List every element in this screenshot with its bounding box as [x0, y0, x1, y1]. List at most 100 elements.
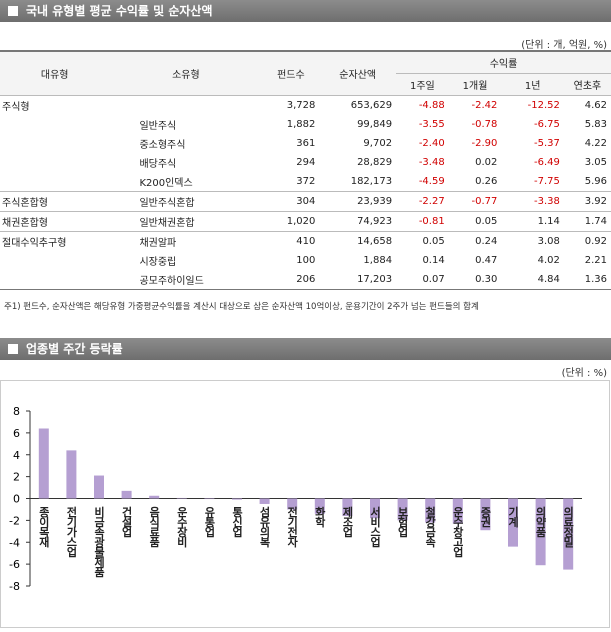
unit-label: (단위 : 개, 억원, %) — [521, 40, 607, 51]
y-tick-label: -2 — [9, 514, 20, 527]
table-cell: 4.84 — [501, 270, 564, 290]
x-tick-label: 운수장비 — [175, 506, 188, 548]
table-cell: -3.38 — [501, 191, 564, 212]
table-cell: 5.83 — [584, 119, 607, 130]
table-cell: 74,923 — [319, 211, 397, 232]
y-tick-label: 2 — [13, 471, 20, 484]
table-cell: 653,629 — [319, 95, 397, 115]
section-header: 업종별 주간 등락률 — [0, 338, 611, 360]
table-cell: 5.96 — [584, 176, 607, 187]
table-cell: 294 — [296, 157, 316, 168]
bar — [176, 497, 187, 499]
unit-label: (단위 : %) — [561, 368, 607, 379]
table-cell: K200인덱스 — [139, 178, 193, 189]
table-row: 절대수익추구형 채권알파 410 14,658 0.05 0.24 3.08 0.92 — [0, 231, 611, 251]
table-cell: 0.02 — [475, 157, 498, 168]
table-cell: 중소형주식 — [139, 140, 186, 151]
x-tick-label: 건설업 — [120, 505, 133, 537]
table-cell: 0.47 — [475, 255, 498, 266]
section-title: 국내 유형별 평균 수익률 및 순자산액 — [26, 4, 213, 18]
table-cell: 182,173 — [350, 176, 393, 187]
table-cell: 99,849 — [357, 119, 393, 130]
bar — [204, 498, 215, 500]
table-row: 일반주식 1,882 99,849 -3.55 -0.78 -6.75 5.83 — [0, 115, 611, 134]
table-cell: -0.77 — [448, 191, 502, 212]
bar — [259, 498, 270, 504]
table-cell: -6.49 — [534, 157, 560, 168]
x-tick-label: 종이목재 — [37, 506, 50, 548]
table-cell: -6.75 — [534, 119, 560, 130]
x-tick-label: 화학 — [313, 505, 326, 528]
x-tick-label: 의료정밀 — [562, 505, 575, 547]
bar — [370, 498, 380, 519]
header-row: 대유형 소유형 펀드수 순자산액 수익률 — [0, 50, 611, 96]
x-tick-label: 제조업 — [341, 505, 354, 537]
bar — [232, 498, 242, 500]
bar — [563, 498, 574, 570]
table-cell: 9,702 — [363, 138, 393, 149]
table-cell: 3.08 — [501, 231, 564, 251]
table-cell: 1,020 — [262, 211, 320, 232]
table-cell: 채권혼합형 — [0, 211, 110, 232]
table-cell: 채권알파 — [109, 231, 263, 251]
table-cell: -12.52 — [501, 95, 564, 115]
x-tick-label: 운수창고업 — [451, 506, 464, 557]
x-tick-label: 유통업 — [203, 506, 216, 537]
table-cell: 0.07 — [396, 270, 449, 290]
bar — [149, 495, 160, 499]
x-tick-label: 음식료품 — [148, 506, 161, 547]
y-tick-label: 0 — [13, 493, 20, 506]
table-cell: 410 — [262, 231, 320, 251]
table-cell: 3.05 — [584, 157, 607, 168]
y-tick-label: 6 — [13, 427, 20, 440]
table-cell: -2.27 — [396, 191, 449, 212]
table-cell: 0.26 — [475, 176, 498, 187]
table-cell: -2.90 — [471, 138, 498, 149]
table-cell: 100 — [296, 255, 316, 266]
bar — [535, 498, 546, 566]
table-cell: 시장중립 — [139, 257, 177, 268]
y-tick-label: 4 — [13, 449, 20, 462]
table-cell: 17,203 — [319, 270, 397, 290]
table-row: 채권혼합형 일반채권혼합 1,020 74,923 -0.81 0.05 1.14 1.74 — [0, 211, 611, 232]
table-cell: 1.14 — [501, 211, 564, 232]
table-cell: 0.24 — [448, 231, 502, 251]
bar — [342, 498, 353, 516]
table-cell: -5.37 — [534, 138, 560, 149]
y-tick-label: -8 — [9, 580, 20, 593]
table-row: 공모주하이일드 206 17,203 0.07 0.30 4.84 1.36 — [0, 270, 611, 290]
y-tick-label: -6 — [9, 558, 20, 571]
x-tick-label: 의약품 — [534, 505, 547, 537]
x-tick-label: 통신업 — [231, 506, 244, 537]
column-header: 1년 — [501, 73, 564, 96]
bar — [94, 475, 104, 499]
x-tick-label: 섬유의복 — [258, 505, 271, 548]
table-cell — [0, 270, 110, 290]
bar — [66, 450, 77, 499]
table-cell: 1,882 — [286, 119, 316, 130]
table-cell: -3.55 — [418, 119, 445, 130]
table-cell: 4.22 — [584, 138, 607, 149]
table-cell: 28,829 — [357, 157, 393, 168]
table-cell — [0, 134, 109, 153]
table-cell: 23,939 — [319, 191, 397, 212]
column-header: 수익률 — [396, 50, 611, 74]
table-row: 주식형 3,728 653,629 -4.88 -2.42 -12.52 4.62 — [0, 95, 611, 115]
x-tick-label: 기계 — [507, 505, 520, 528]
table-cell: 4.62 — [563, 95, 611, 115]
table-cell: 361 — [296, 138, 316, 149]
table-cell: -7.75 — [534, 176, 560, 187]
bar — [425, 498, 436, 523]
table-cell: 0.05 — [448, 211, 502, 232]
table-cell: 배당주식 — [139, 159, 177, 170]
table-cell: -3.48 — [418, 157, 445, 168]
table-cell: 3,728 — [262, 95, 320, 115]
table-cell: 372 — [296, 176, 316, 187]
chart-frame — [0, 380, 610, 628]
table-cell — [0, 172, 109, 192]
column-header: 대유형 — [0, 50, 110, 96]
column-header: 순자산액 — [319, 50, 397, 96]
x-tick-label: 전기가스업 — [65, 505, 78, 557]
table-row: K200인덱스 372 182,173 -4.59 0.26 -7.75 5.96 — [0, 172, 611, 192]
fund-table: 대유형 소유형 펀드수 순자산액 수익률 1주일 1개월 1년 연초후 주식형 3,728 653,… — [0, 50, 611, 290]
